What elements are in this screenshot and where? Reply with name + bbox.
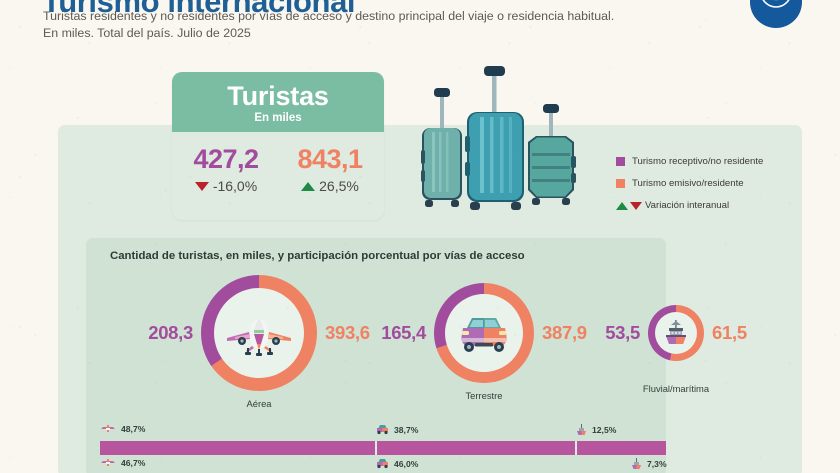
vias-acceso-panel: Cantidad de turistas, en miles, y partic… (86, 238, 666, 473)
car-icon (461, 318, 507, 352)
donut-terrestre-emisivo-value: 387,9 (542, 322, 587, 343)
share-bar-receptivo-divider-2 (575, 441, 577, 455)
share-label-receptivo-terrestre-text: 38,7% (394, 424, 419, 435)
legend-item-variacion-label: Variación interanual (645, 200, 730, 211)
stat-receptivo-variation-label: -16,0% (212, 178, 258, 194)
share-bar-receptivo-labels: 48,7% 38,7% 12,5% (86, 424, 666, 441)
donut-fluvial-label: Fluvial/marítima (642, 383, 710, 394)
share-label-emisivo-terrestre: 46,0% (376, 458, 418, 469)
share-bar-receptivo-divider-1 (375, 441, 377, 455)
car-icon (377, 459, 388, 469)
legend-item-emisivo: Turismo emisivo/residente (616, 178, 816, 189)
donut-terrestre-label: Terrestre (465, 390, 503, 401)
stat-emisivo: 843,1 26,5% (286, 144, 374, 194)
donut-fluvial: 53,5 61,5 (586, 305, 766, 394)
suitcase-right-icon (528, 104, 576, 205)
donut-aerea-receptivo-value: 208,3 (148, 322, 193, 343)
donut-terrestre-receptivo-value: 165,4 (381, 322, 426, 343)
indec-logo (744, 0, 808, 40)
turistas-card: Turistas En miles 427,2 -16,0% 843,1 26,… (172, 72, 384, 220)
square-swatch-icon (616, 179, 625, 188)
share-label-receptivo-aerea-text: 48,7% (121, 424, 146, 434)
ship-icon (632, 458, 641, 469)
stat-emisivo-variation-label: 26,5% (319, 178, 359, 194)
donut-fluvial-receptivo-value: 53,5 (605, 322, 640, 343)
square-swatch-icon (616, 157, 625, 166)
turistas-card-header: Turistas En miles (172, 72, 384, 132)
airplane-icon (101, 425, 115, 432)
share-bar-emisivo-labels: 46,7% 46,0% 7,3% (86, 458, 667, 473)
share-label-emisivo-aerea: 46,7% (100, 458, 145, 468)
legend-item-variacion: Variación interanual (616, 200, 816, 211)
share-label-emisivo-aerea-text: 46,7% (121, 458, 146, 468)
page-subtitle-line1: Turistas residentes y no residentes por … (43, 9, 615, 23)
legend: Turismo receptivo/no residente Turismo e… (616, 156, 816, 222)
share-label-receptivo-terrestre: 38,7% (376, 424, 418, 435)
legend-item-emisivo-label: Turismo emisivo/residente (632, 178, 744, 189)
page-subtitle: Turistas residentes y no residentes por … (43, 8, 614, 41)
share-label-emisivo-fluvial-text: 7,3% (647, 459, 667, 469)
luggage-illustration (408, 58, 608, 228)
triangle-down-icon (194, 181, 209, 191)
legend-item-receptivo-label: Turismo receptivo/no residente (632, 156, 764, 167)
legend-item-receptivo: Turismo receptivo/no residente (616, 156, 816, 167)
stat-emisivo-variation: 26,5% (286, 178, 374, 194)
share-label-receptivo-fluvial: 12,5% (576, 424, 616, 436)
vias-acceso-heading-text: Cantidad de turistas, en miles, y partic… (110, 250, 525, 262)
stat-receptivo-value: 427,2 (193, 144, 259, 174)
share-bar-receptivo (86, 441, 666, 455)
turistas-card-subtitle: En miles (254, 111, 302, 124)
ship-icon (666, 320, 686, 344)
airplane-icon (227, 319, 291, 356)
donut-fluvial-emisivo-value: 61,5 (712, 322, 747, 343)
donut-aerea-emisivo-value: 393,6 (325, 322, 370, 343)
donut-aerea: 208,3 (144, 275, 374, 409)
airplane-icon (101, 459, 115, 466)
triangle-up-icon (301, 181, 316, 191)
stat-receptivo: 427,2 -16,0% (182, 144, 270, 194)
suitcase-middle-icon (465, 66, 524, 210)
page-title: Turismo internacional (42, 0, 356, 19)
vias-acceso-heading: Cantidad de turistas, en miles, y partic… (86, 238, 666, 274)
turistas-card-body: 427,2 -16,0% 843,1 26,5% (172, 132, 384, 220)
turistas-card-title: Turistas (227, 80, 329, 111)
stat-emisivo-value: 843,1 (297, 144, 363, 174)
donut-aerea-ring (201, 275, 317, 391)
car-icon (377, 425, 388, 435)
stat-receptivo-variation: -16,0% (182, 178, 270, 194)
donut-terrestre: 165,4 (376, 283, 592, 401)
donut-fluvial-ring (648, 305, 704, 361)
page-subtitle-line2: En miles. Total del país. Julio de 2025 (43, 25, 251, 40)
suitcase-left-icon (421, 88, 462, 207)
share-label-receptivo-fluvial-text: 12,5% (592, 425, 617, 435)
ship-icon (577, 424, 586, 435)
share-label-receptivo-aerea: 48,7% (100, 424, 145, 434)
share-label-emisivo-fluvial: 7,3% (631, 458, 667, 470)
triangle-up-down-icon (616, 201, 642, 210)
donut-terrestre-ring (434, 283, 534, 383)
donut-chart-row: 208,3 (86, 275, 747, 425)
donut-aerea-label: Aérea (246, 398, 272, 409)
share-bars: 48,7% 38,7% 12,5% (86, 424, 667, 473)
share-label-emisivo-terrestre-text: 46,0% (394, 458, 419, 469)
share-bar-receptivo-track (100, 441, 666, 455)
